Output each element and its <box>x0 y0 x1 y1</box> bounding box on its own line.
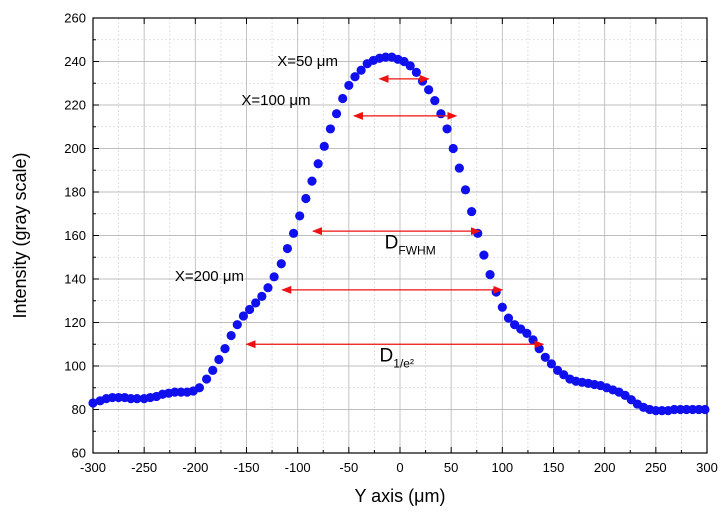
x-tick-label: -100 <box>285 460 311 475</box>
y-tick-label: 140 <box>64 272 86 287</box>
x-tick-label: 50 <box>444 460 458 475</box>
data-point <box>442 124 452 134</box>
x-tick-label: 100 <box>491 460 513 475</box>
data-point <box>232 320 242 330</box>
data-point <box>497 302 507 312</box>
y-tick-label: 200 <box>64 141 86 156</box>
y-axis-title: Intensity (gray scale) <box>10 152 30 318</box>
data-point <box>454 163 464 173</box>
data-point <box>350 72 360 82</box>
annotation-label: X=50 μm <box>277 53 338 70</box>
x-tick-label: -200 <box>182 460 208 475</box>
data-point <box>485 270 495 280</box>
data-point <box>257 291 267 301</box>
data-point <box>491 287 501 297</box>
x-tick-label: -50 <box>339 460 358 475</box>
data-point <box>430 96 440 106</box>
annotation-subscript: FWHM <box>398 244 435 258</box>
y-tick-label: 260 <box>64 11 86 26</box>
data-point <box>226 330 236 341</box>
annotation-label: D1/e² <box>380 346 414 371</box>
x-tick-label: -250 <box>131 460 157 475</box>
data-point <box>344 80 354 91</box>
x-tick-label: 250 <box>645 460 667 475</box>
data-point <box>276 259 286 269</box>
y-tick-label: 80 <box>72 402 86 417</box>
y-tick-label: 100 <box>64 359 86 374</box>
x-tick-label: -150 <box>233 460 259 475</box>
axes: -300 -250 -200 -150 -100 -50 0 50 100 150 200 250 30… <box>64 11 718 476</box>
data-point <box>288 228 299 238</box>
data-point <box>436 109 446 119</box>
y-tick-label: 220 <box>64 98 86 113</box>
data-point <box>405 61 415 71</box>
data-point <box>214 354 224 365</box>
data-point <box>473 228 483 238</box>
data-point <box>460 185 471 195</box>
data-point <box>700 404 710 415</box>
x-tick-label: 200 <box>594 460 616 475</box>
data-point <box>546 359 557 369</box>
data-point <box>338 93 348 104</box>
y-tick-label: 120 <box>64 315 86 330</box>
data-point <box>208 365 218 375</box>
data-point <box>540 352 550 362</box>
x-axis-title: Y axis (μm) <box>354 486 445 506</box>
data-point <box>417 76 428 86</box>
y-tick-label: 60 <box>72 446 86 461</box>
x-tick-label: 150 <box>543 460 565 475</box>
annotation-label: X=100 μm <box>241 92 310 109</box>
data-point <box>251 298 261 308</box>
data-point <box>282 243 293 254</box>
data-point <box>295 211 305 221</box>
data-point <box>301 193 311 204</box>
data-point <box>467 206 477 217</box>
annotation-subscript: 1/e² <box>393 357 414 371</box>
data-point <box>325 124 336 134</box>
data-point <box>307 176 317 186</box>
data-point <box>528 335 538 345</box>
data-point <box>220 344 230 354</box>
data-point <box>331 109 342 119</box>
data-point <box>244 304 255 315</box>
data-point <box>194 383 205 393</box>
data-point <box>522 328 532 338</box>
data-point <box>479 250 489 260</box>
data-point <box>503 313 514 323</box>
x-tick-label: 0 <box>396 460 403 475</box>
data-point <box>534 344 544 354</box>
y-tick-label: 240 <box>64 54 86 69</box>
annotations: X=50 μm X=100 μm DFWHM X=200 μm D1/e² <box>175 53 545 371</box>
data-point <box>356 65 366 75</box>
data-point <box>238 311 249 321</box>
x-tick-label: -300 <box>80 460 106 475</box>
y-tick-label: 160 <box>64 228 86 243</box>
data-point <box>132 394 142 404</box>
annotation-label: X=200 μm <box>175 268 244 285</box>
data-point <box>424 85 434 95</box>
y-tick-label: 180 <box>64 185 86 200</box>
data-point <box>313 159 323 169</box>
data-point <box>269 272 279 282</box>
data-point <box>201 374 212 384</box>
data-point <box>263 283 273 293</box>
data-point <box>319 141 329 151</box>
annotation-label: DFWHM <box>385 233 436 258</box>
x-tick-label: 300 <box>696 460 718 475</box>
data-point <box>88 398 98 408</box>
data-point <box>411 67 421 77</box>
data-point <box>448 143 458 154</box>
